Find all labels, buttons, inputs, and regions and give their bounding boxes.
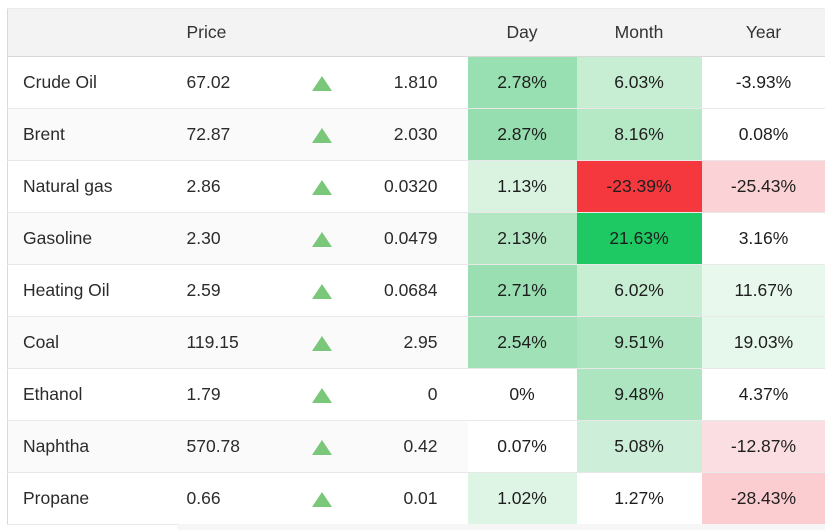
month-change-cell: -23.39% [577,161,702,213]
month-change-cell: 1.27% [577,473,702,525]
price-value: 2.59 [164,265,264,317]
commodity-name-link[interactable]: Coal [8,317,164,369]
commodity-name-link[interactable]: Propane [8,473,164,525]
change-value: 0.42 [354,421,468,473]
up-triangle-icon [312,388,332,403]
header-price[interactable]: Price [164,9,264,57]
change-value: 1.810 [354,57,468,109]
day-change-cell: 2.71% [468,265,577,317]
month-change-cell: 8.16% [577,109,702,161]
price-value: 72.87 [164,109,264,161]
change-value: 0.01 [354,473,468,525]
table-row[interactable]: Gasoline 2.30 0.0479 2.13% 21.63% 3.16% [8,213,825,265]
header-month[interactable]: Month [577,9,702,57]
price-value: 119.15 [164,317,264,369]
year-change-cell: -25.43% [702,161,825,213]
direction-cell [264,317,354,369]
day-change-cell: 0.07% [468,421,577,473]
header-arrow-spacer [264,9,354,57]
day-change-cell: 2.78% [468,57,577,109]
year-change-cell: -12.87% [702,421,825,473]
table-row[interactable]: Propane 0.66 0.01 1.02% 1.27% -28.43% [8,473,825,525]
direction-cell [264,369,354,421]
year-change-cell: 11.67% [702,265,825,317]
change-value: 2.95 [354,317,468,369]
direction-cell [264,421,354,473]
price-value: 1.79 [164,369,264,421]
day-change-cell: 2.54% [468,317,577,369]
year-change-cell: 0.08% [702,109,825,161]
header-row: Price Day Month Year [8,9,825,57]
direction-cell [264,109,354,161]
up-triangle-icon [312,76,332,91]
year-change-cell: -3.93% [702,57,825,109]
direction-cell [264,473,354,525]
price-value: 2.30 [164,213,264,265]
header-year[interactable]: Year [702,9,825,57]
price-value: 67.02 [164,57,264,109]
up-triangle-icon [312,232,332,247]
change-value: 0.0684 [354,265,468,317]
direction-cell [264,161,354,213]
year-change-cell: -28.43% [702,473,825,525]
commodities-price-table: Price Day Month Year Crude Oil 67.02 1.8… [7,8,825,525]
direction-cell [264,213,354,265]
up-triangle-icon [312,284,332,299]
commodity-name-link[interactable]: Brent [8,109,164,161]
header-commodity [8,9,164,57]
year-change-cell: 4.37% [702,369,825,421]
change-value: 0.0320 [354,161,468,213]
up-triangle-icon [312,492,332,507]
table-row[interactable]: Ethanol 1.79 0 0% 9.48% 4.37% [8,369,825,421]
commodity-name-link[interactable]: Gasoline [8,213,164,265]
direction-cell [264,57,354,109]
header-change-spacer [354,9,468,57]
table-row[interactable]: Natural gas 2.86 0.0320 1.13% -23.39% -2… [8,161,825,213]
commodity-name-link[interactable]: Crude Oil [8,57,164,109]
month-change-cell: 6.02% [577,265,702,317]
change-value: 2.030 [354,109,468,161]
day-change-cell: 2.13% [468,213,577,265]
table-row[interactable]: Heating Oil 2.59 0.0684 2.71% 6.02% 11.6… [8,265,825,317]
table-row[interactable]: Brent 72.87 2.030 2.87% 8.16% 0.08% [8,109,825,161]
up-triangle-icon [312,180,332,195]
day-change-cell: 1.02% [468,473,577,525]
commodity-name-link[interactable]: Ethanol [8,369,164,421]
commodities-table-widget: Price Day Month Year Crude Oil 67.02 1.8… [7,8,825,525]
day-change-cell: 2.87% [468,109,577,161]
up-triangle-icon [312,336,332,351]
price-value: 2.86 [164,161,264,213]
up-triangle-icon [312,440,332,455]
year-change-cell: 19.03% [702,317,825,369]
month-change-cell: 9.48% [577,369,702,421]
month-change-cell: 21.63% [577,213,702,265]
year-change-cell: 3.16% [702,213,825,265]
table-row[interactable]: Naphtha 570.78 0.42 0.07% 5.08% -12.87% [8,421,825,473]
next-row-edge [177,524,825,530]
change-value: 0.0479 [354,213,468,265]
up-triangle-icon [312,128,332,143]
day-change-cell: 0% [468,369,577,421]
price-value: 0.66 [164,473,264,525]
commodity-name-link[interactable]: Natural gas [8,161,164,213]
commodity-name-link[interactable]: Naphtha [8,421,164,473]
table-row[interactable]: Coal 119.15 2.95 2.54% 9.51% 19.03% [8,317,825,369]
month-change-cell: 9.51% [577,317,702,369]
price-value: 570.78 [164,421,264,473]
direction-cell [264,265,354,317]
change-value: 0 [354,369,468,421]
month-change-cell: 6.03% [577,57,702,109]
commodity-name-link[interactable]: Heating Oil [8,265,164,317]
table-row[interactable]: Crude Oil 67.02 1.810 2.78% 6.03% -3.93% [8,57,825,109]
month-change-cell: 5.08% [577,421,702,473]
day-change-cell: 1.13% [468,161,577,213]
header-day[interactable]: Day [468,9,577,57]
